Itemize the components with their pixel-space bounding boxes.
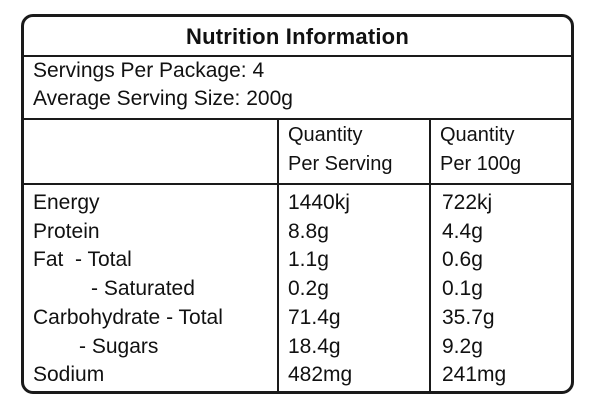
row-value-sugars-serving: 18.4g (288, 334, 341, 358)
header-per-serving-line2: Per Serving (288, 153, 393, 175)
row-label-protein: Protein (33, 219, 100, 243)
row-value-carbohydrate-serving: 71.4g (288, 305, 341, 329)
row-value-fat-total-100g: 0.6g (442, 248, 483, 272)
row-label-carbohydrate-total: Carbohydrate - Total (33, 305, 223, 329)
column-divider-1 (277, 119, 279, 391)
divider-header (24, 183, 571, 185)
row-value-fat-total-serving: 1.1g (288, 248, 329, 272)
row-value-protein-100g: 4.4g (442, 219, 483, 243)
row-label-fat-total: Fat - Total (33, 248, 132, 272)
row-label-saturated: - Saturated (91, 277, 195, 301)
panel-title: Nutrition Information (186, 24, 409, 49)
row-value-protein-serving: 8.8g (288, 219, 329, 243)
row-label-sugars: - Sugars (79, 334, 159, 358)
row-label-sodium: Sodium (33, 363, 105, 387)
row-value-saturated-100g: 0.1g (442, 277, 483, 301)
row-value-sugars-100g: 9.2g (442, 334, 483, 358)
row-value-energy-100g: 722kj (442, 191, 493, 214)
row-label-energy: Energy (33, 191, 100, 214)
divider-servings (24, 118, 571, 120)
header-per-100g-line1: Quantity (440, 124, 515, 146)
row-value-sodium-serving: 482mg (288, 363, 353, 387)
row-value-carbohydrate-100g: 35.7g (442, 305, 495, 329)
header-per-100g-line2: Per 100g (440, 153, 522, 175)
nutrition-panel: Nutrition Information Servings Per Packa… (21, 14, 574, 394)
row-value-saturated-serving: 0.2g (288, 277, 329, 301)
column-divider-2 (429, 119, 431, 391)
row-value-sodium-100g: 241mg (442, 363, 507, 387)
row-value-energy-serving: 1440kj (288, 191, 350, 214)
average-serving-size: Average Serving Size: 200g (33, 87, 293, 110)
servings-per-package: Servings Per Package: 4 (33, 59, 265, 82)
header-per-serving-line1: Quantity (288, 124, 363, 146)
divider-title (24, 55, 571, 57)
